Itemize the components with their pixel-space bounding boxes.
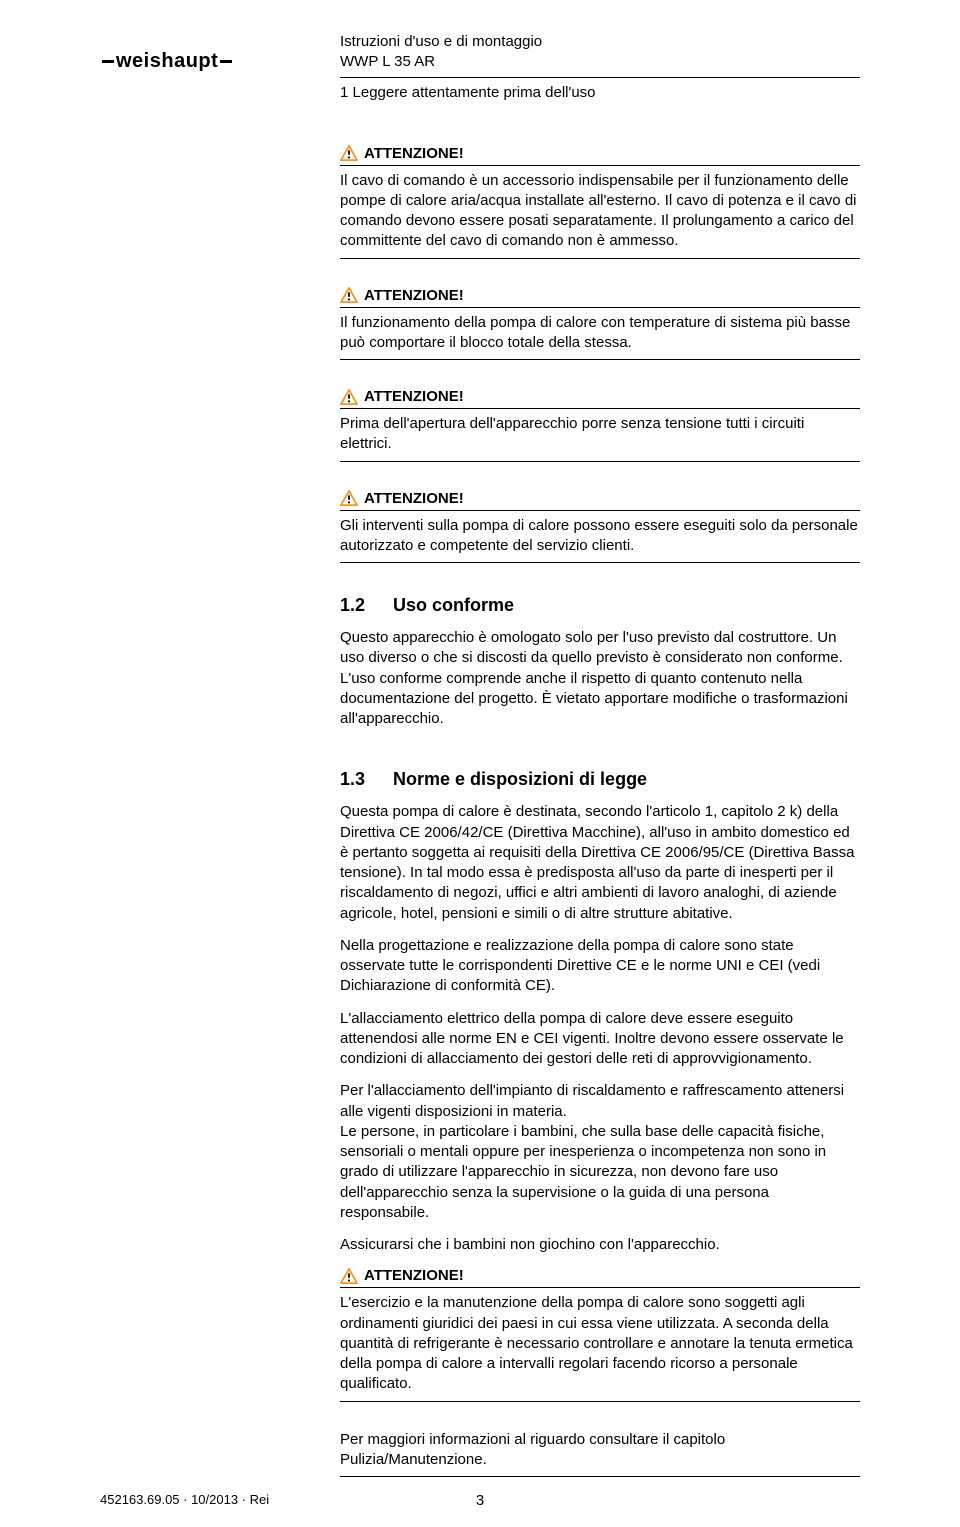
page-container: weishaupt Istruzioni d'uso e di montaggi… [0, 0, 960, 1527]
warning-label: ATTENZIONE! [364, 145, 464, 162]
body-para: Assicurarsi che i bambini non giochino c… [340, 1235, 860, 1255]
logo-dash-left [102, 60, 114, 63]
warning-head: ATTENZIONE! [340, 1267, 860, 1288]
page-header: weishaupt Istruzioni d'uso e di montaggi… [100, 32, 860, 141]
section-title: Uso conforme [393, 595, 514, 616]
chapter-heading: 1 Leggere attentamente prima dell'uso [340, 84, 860, 101]
section-number: 1.2 [340, 595, 365, 616]
warning-body: Gli interventi sulla pompa di calore pos… [340, 516, 860, 564]
section-number: 1.3 [340, 769, 365, 790]
warning-head: ATTENZIONE! [340, 287, 860, 308]
warning-label: ATTENZIONE! [364, 490, 464, 507]
page-number: 3 [476, 1492, 484, 1509]
body-para: Questa pompa di calore è destinata, seco… [340, 802, 860, 924]
warning-block: ATTENZIONE! L'esercizio e la manutenzion… [340, 1267, 860, 1401]
doc-title-1: Istruzioni d'uso e di montaggio [340, 32, 860, 52]
warning-triangle-icon [340, 389, 358, 405]
warning-head: ATTENZIONE! [340, 490, 860, 511]
warning-triangle-icon [340, 1268, 358, 1284]
body-para: Nella progettazione e realizzazione dell… [340, 936, 860, 997]
body-para: Per l'allacciamento dell'impianto di ris… [340, 1081, 860, 1223]
warning-triangle-icon [340, 287, 358, 303]
warning-triangle-icon [340, 490, 358, 506]
brand-logo: weishaupt [100, 32, 340, 73]
warning-block: ATTENZIONE! Gli interventi sulla pompa d… [340, 490, 860, 564]
warning-body: Il funzionamento della pompa di calore c… [340, 313, 860, 361]
warning-label: ATTENZIONE! [364, 287, 464, 304]
warning-block: ATTENZIONE! Prima dell'apertura dell'app… [340, 388, 860, 462]
doc-title-2: WWP L 35 AR [340, 52, 860, 72]
warning-label: ATTENZIONE! [364, 1267, 464, 1284]
main-content: ATTENZIONE! Il cavo di comando è un acce… [340, 145, 860, 1478]
section-title: Norme e disposizioni di legge [393, 769, 647, 790]
warning-block: ATTENZIONE! Il funzionamento della pompa… [340, 287, 860, 361]
warning-triangle-icon [340, 145, 358, 161]
warning-body: Prima dell'apertura dell'apparecchio por… [340, 414, 860, 462]
header-rule [340, 77, 860, 78]
body-para: L'allacciamento elettrico della pompa di… [340, 1009, 860, 1070]
warning-label: ATTENZIONE! [364, 388, 464, 405]
final-note: Per maggiori informazioni al riguardo co… [340, 1430, 860, 1478]
logo-dash-right [220, 60, 232, 63]
warning-head: ATTENZIONE! [340, 388, 860, 409]
brand-text: weishaupt [116, 50, 218, 73]
doc-title-block: Istruzioni d'uso e di montaggio WWP L 35… [340, 32, 860, 141]
warning-body: L'esercizio e la manutenzione della pomp… [340, 1293, 860, 1401]
section-1-2-body: Questo apparecchio è omologato solo per … [340, 628, 860, 729]
section-heading-1-3: 1.3 Norme e disposizioni di legge [340, 769, 860, 790]
warning-block: ATTENZIONE! Il cavo di comando è un acce… [340, 145, 860, 259]
warning-body: Il cavo di comando è un accessorio indis… [340, 171, 860, 259]
warning-head: ATTENZIONE! [340, 145, 860, 166]
section-heading-1-2: 1.2 Uso conforme [340, 595, 860, 616]
